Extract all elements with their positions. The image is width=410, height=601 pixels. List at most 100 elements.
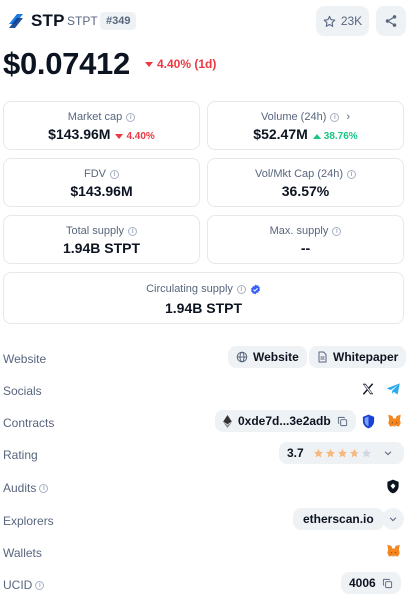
caret-up-icon [312,134,321,139]
stp-logo-icon [9,14,23,28]
website-link-label: Website [253,350,299,364]
fdv-value: $143.96M [70,183,133,199]
whitepaper-link[interactable]: Whitepaper [309,346,407,368]
x-twitter-icon [362,383,374,395]
document-icon [318,351,327,363]
market-cap-card: Market cap i $143.96M 4.40% [3,101,200,150]
rank-badge: #349 [100,12,137,30]
website-link[interactable]: Website [228,346,307,368]
audits-label-text: Audits [3,481,37,495]
total-supply-label: Total supply [65,225,125,237]
info-icon[interactable]: i [126,112,136,122]
socials-row: Socials [0,378,410,406]
ucid-pill[interactable]: 4006 [341,572,401,594]
contracts-row: Contracts 0xde7d...3e2adb [0,410,410,438]
add-to-metamask-button[interactable] [384,411,404,431]
contract-address-pill[interactable]: 0xde7d...3e2adb [215,410,356,432]
star-icon [325,448,335,457]
explorer-link-label: etherscan.io [303,512,374,526]
total-supply-value: 1.94B STPT [62,240,141,256]
info-icon[interactable]: i [128,226,138,236]
volume-label: Volume (24h) [260,111,327,123]
circulating-supply-card: Circulating supply i 1.94B STPT [3,272,404,324]
coin-header: STP STPT #349 23K [0,0,410,44]
chevron-right-icon[interactable]: › [346,111,351,123]
explorers-dropdown-button[interactable] [382,508,404,530]
info-icon[interactable]: i [39,483,49,493]
watchlist-count: 23K [340,14,363,28]
audit-report-button[interactable] [383,476,403,496]
website-row: Website Website Whitepaper [0,346,410,374]
chevron-down-icon [384,451,391,456]
volume-change: 38.76% [323,131,358,142]
max-supply-card: Max. supply i -- [207,215,404,264]
website-label: Website [3,352,47,366]
audits-label: Audits i [3,481,49,495]
watchlist-button[interactable]: 23K [316,6,369,36]
coin-symbol: STPT [67,14,98,28]
share-icon [385,15,397,27]
info-icon[interactable]: i [110,169,119,179]
star-empty-icon [361,448,371,457]
caret-down-icon [115,134,124,139]
whitepaper-link-label: Whitepaper [333,350,399,364]
globe-icon [236,351,248,363]
volume-card[interactable]: Volume (24h) i › $52.47M 38.76% [207,101,404,150]
socials-label: Socials [3,384,42,398]
vol-mkt-cap-card: Vol/Mkt Cap (24h) i 36.57% [207,158,404,207]
telegram-link[interactable] [383,379,403,399]
verified-badge-icon [250,283,260,295]
price-change: 4.40% (1d) [145,57,216,71]
wallets-row: Wallets [0,540,410,568]
explorers-row: Explorers etherscan.io [0,508,410,536]
info-icon[interactable]: i [332,226,342,236]
contract-security-button[interactable] [358,411,378,431]
star-icon [323,15,336,27]
audits-row: Audits i [0,475,410,503]
price-change-text: 4.40% (1d) [157,57,217,71]
market-cap-label: Market cap [67,111,123,123]
ucid-label-text: UCID [3,578,33,592]
ethereum-icon [223,414,232,428]
copy-icon[interactable] [337,416,348,427]
max-supply-value: -- [300,240,311,256]
rating-label: Rating [3,448,38,462]
share-button[interactable] [376,6,406,36]
market-cap-change: 4.40% [126,131,155,142]
price-value: $0.07412 [3,46,130,81]
circulating-supply-label: Circulating supply [146,283,233,295]
fdv-card: FDV i $143.96M [3,158,200,207]
chevron-down-icon [389,517,397,522]
ucid-row: UCID i 4006 [0,572,410,600]
metamask-icon [386,544,400,557]
coin-name: STP [31,11,65,30]
info-icon[interactable]: i [35,580,45,590]
star-icon [313,448,323,457]
shield-icon [362,414,374,428]
ucid-value: 4006 [349,576,376,590]
wallet-link[interactable] [383,541,403,561]
rating-pill[interactable]: 3.7 [279,442,404,464]
info-icon[interactable]: i [236,284,246,294]
audit-shield-icon [387,479,399,493]
explorers-label: Explorers [3,514,54,528]
metamask-icon [387,414,401,427]
info-icon[interactable]: i [330,112,340,122]
total-supply-card: Total supply i 1.94B STPT [3,215,200,264]
rating-stars [313,448,372,459]
contract-address: 0xde7d...3e2adb [238,414,331,428]
vol-mkt-cap-value: 36.57% [281,183,330,199]
market-cap-value: $143.96M [48,126,111,142]
rating-value: 3.7 [287,446,304,460]
info-icon[interactable]: i [347,169,357,179]
ucid-label: UCID i [3,578,45,592]
explorer-link[interactable]: etherscan.io [293,508,384,530]
copy-icon[interactable] [382,578,393,589]
x-twitter-link[interactable] [358,379,378,399]
caret-down-icon [145,61,153,67]
wallets-label: Wallets [3,546,42,560]
fdv-label: FDV [84,168,106,180]
telegram-icon [386,383,400,395]
star-icon [337,448,347,457]
star-half-icon [349,448,359,457]
